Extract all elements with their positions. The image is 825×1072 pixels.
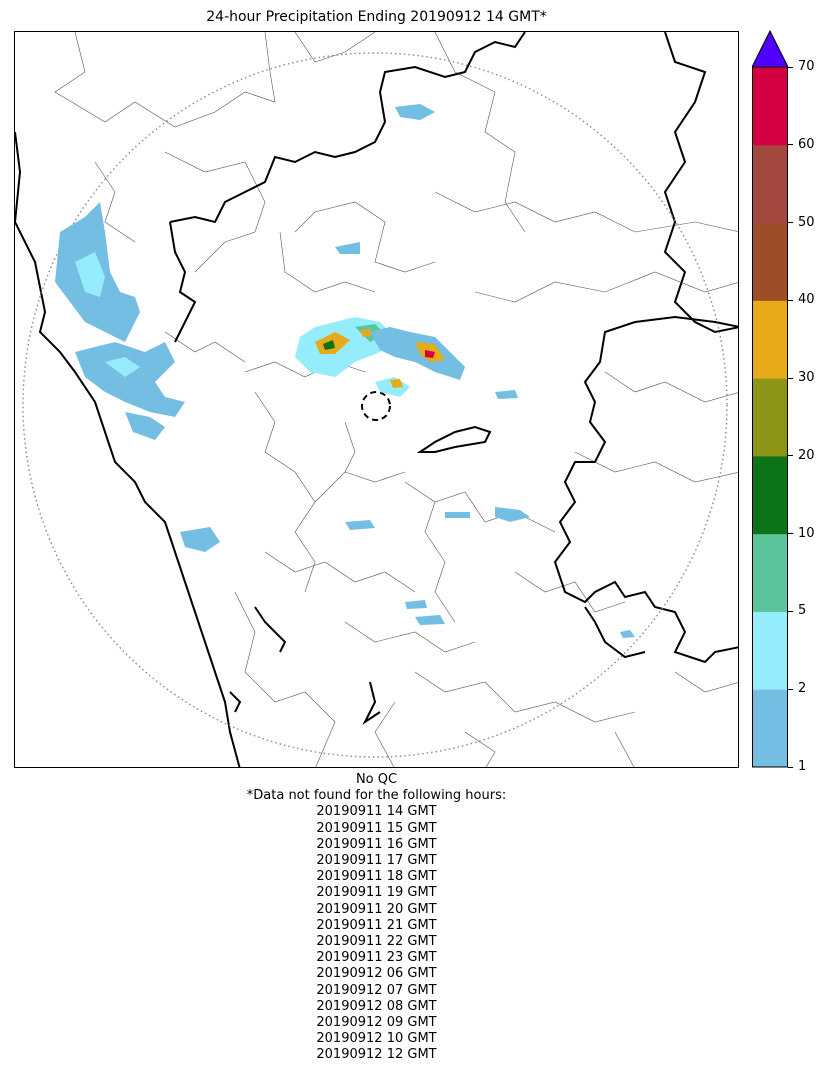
chart-title: 24-hour Precipitation Ending 20190912 14…: [206, 9, 547, 25]
colorbar-swatch: [752, 144, 788, 224]
colorbar-swatch: [752, 689, 788, 768]
missing-hour-item: 20190912 12 GMT: [316, 1047, 437, 1063]
missing-hour-item: 20190911 14 GMT: [316, 804, 437, 820]
colorbar-tick-label: 30: [798, 370, 815, 386]
colorbar-swatch: [752, 533, 788, 612]
colorbar-swatch: [752, 300, 788, 379]
missing-hour-item: 20190911 21 GMT: [316, 917, 437, 933]
missing-hours-list: 20190911 14 GMT 20190911 15 GMT 20190911 1…: [14, 804, 739, 1063]
colorbar-tick-label: 50: [798, 214, 815, 230]
colorbar-tick-mark: [788, 766, 793, 768]
colorbar-border: [752, 66, 788, 768]
missing-hour-item: 20190911 16 GMT: [316, 836, 437, 852]
colorbar-swatch: [752, 67, 788, 146]
missing-data-header: *Data not found for the following hours:: [246, 788, 507, 804]
colorbar-tick-mark: [788, 688, 793, 690]
missing-hour-item: 20190912 08 GMT: [316, 998, 437, 1014]
missing-hour-item: 20190911 23 GMT: [316, 950, 437, 966]
missing-hour-item: 20190912 07 GMT: [316, 982, 437, 998]
radar-center-marker: [361, 391, 391, 421]
colorbar-tick-mark: [788, 66, 793, 68]
colorbar-tick-mark: [788, 144, 793, 146]
missing-hour-item: 20190912 06 GMT: [316, 966, 437, 982]
precipitation-map[interactable]: [14, 31, 739, 768]
colorbar-tick-label: 1: [798, 759, 807, 774]
state-boundaries: [15, 32, 738, 767]
missing-hour-item: 20190911 15 GMT: [316, 820, 437, 836]
colorbar-tick-label: 10: [798, 525, 815, 541]
colorbar-tick-mark: [788, 222, 793, 224]
colorbar-tick-mark: [788, 299, 793, 301]
colorbar-swatch: [752, 378, 788, 457]
colorbar-swatch: [752, 222, 788, 301]
missing-hour-item: 20190911 20 GMT: [316, 901, 437, 917]
colorbar-swatch: [752, 611, 788, 690]
colorbar-swatches: [752, 30, 788, 768]
colorbar-tick-label: 20: [798, 447, 815, 463]
colorbar-tick-mark: [788, 533, 793, 535]
colorbar-tick-label: 60: [798, 136, 815, 152]
radar-range-ring: [22, 52, 728, 758]
colorbar-swatch: [752, 455, 788, 535]
colorbar-tick-label: 5: [798, 603, 807, 619]
missing-hour-item: 20190911 18 GMT: [316, 869, 437, 885]
colorbar-tick-label: 2: [798, 681, 807, 697]
missing-hour-item: 20190912 09 GMT: [316, 1015, 437, 1031]
colorbar-tick-label: 70: [798, 59, 815, 74]
missing-hour-item: 20190911 17 GMT: [316, 853, 437, 869]
map-canvas: [15, 32, 738, 767]
colorbar-tick-label: 40: [798, 292, 815, 308]
district-boundaries: [54, 32, 738, 767]
missing-hour-item: 20190912 10 GMT: [316, 1031, 437, 1047]
qc-note: No QC: [355, 772, 398, 787]
colorbar-extend-arrow: [752, 30, 788, 68]
colorbar: [752, 30, 788, 768]
precipitation-areas: [55, 104, 635, 638]
colorbar-tick-mark: [788, 455, 793, 457]
missing-hour-item: 20190911 22 GMT: [316, 934, 437, 950]
colorbar-tick-mark: [788, 377, 793, 379]
colorbar-tick-mark: [788, 610, 793, 612]
missing-hour-item: 20190911 19 GMT: [316, 885, 437, 901]
notes-block: No QC *Data not found for the following …: [14, 772, 739, 1064]
